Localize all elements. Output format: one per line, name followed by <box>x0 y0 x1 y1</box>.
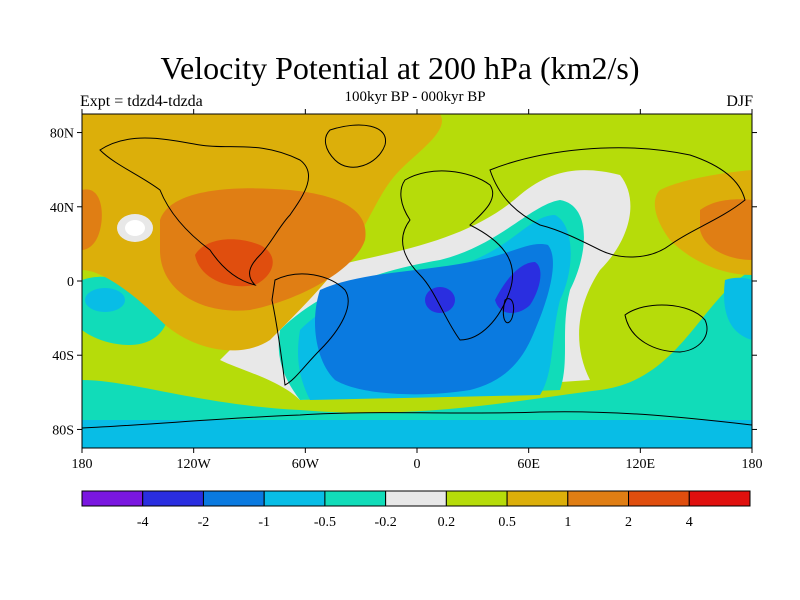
map-title: Velocity Potential at 200 hPa (km2/s) <box>160 50 640 86</box>
colorbar-swatch <box>81 490 144 507</box>
y-tick-label: 80S <box>52 423 74 438</box>
colorbar-swatch <box>688 490 751 507</box>
coastlines <box>82 124 752 429</box>
x-tick-label: 60W <box>292 457 320 472</box>
axis-ticks: 180 120W 60W 0 60E 120E 180 80N 40N 0 40S 80S <box>50 109 763 472</box>
colorbar-label: 0.2 <box>438 515 456 530</box>
x-tick-label: 60E <box>517 457 540 472</box>
colorbar-label: -0.5 <box>314 515 336 530</box>
x-tick-label: 120E <box>626 457 656 472</box>
colorbar-label: 1 <box>564 515 571 530</box>
colorbar-label: -1 <box>258 515 270 530</box>
x-tick-label: 120W <box>177 457 212 472</box>
colorbar-label: 0.5 <box>498 515 516 530</box>
colorbar-label: 4 <box>686 515 693 530</box>
colorbar-swatch <box>324 490 387 507</box>
map-subtitle: 100kyr BP - 000kyr BP <box>344 89 486 105</box>
colorbar-label: 2 <box>625 515 632 530</box>
colorbar-swatch <box>445 490 508 507</box>
colorbar-swatch <box>142 490 204 507</box>
y-tick-label: 0 <box>67 275 74 290</box>
colorbar-label: -0.2 <box>375 515 397 530</box>
colorbar-swatch <box>263 490 326 507</box>
colorbar-swatch <box>385 490 447 507</box>
y-tick-label: 40S <box>52 349 74 364</box>
colorbar-swatch <box>506 490 569 507</box>
x-tick-label: 0 <box>414 457 421 472</box>
season-label: DJF <box>726 93 753 110</box>
colorbar-swatch <box>567 490 630 507</box>
colorbar-swatch <box>628 490 690 507</box>
y-tick-label: 80N <box>50 127 74 142</box>
experiment-label: Expt = tdzd4-tdzda <box>80 93 203 110</box>
colorbar-swatch <box>202 490 265 507</box>
colorbar: -4 -2 -1 -0.5 -0.2 0.2 0.5 1 2 4 <box>81 490 751 530</box>
x-tick-label: 180 <box>72 457 93 472</box>
x-tick-label: 180 <box>742 457 763 472</box>
y-tick-label: 40N <box>50 201 74 216</box>
colorbar-label: -4 <box>137 515 149 530</box>
contour-field <box>82 114 752 448</box>
colorbar-label: -2 <box>198 515 210 530</box>
